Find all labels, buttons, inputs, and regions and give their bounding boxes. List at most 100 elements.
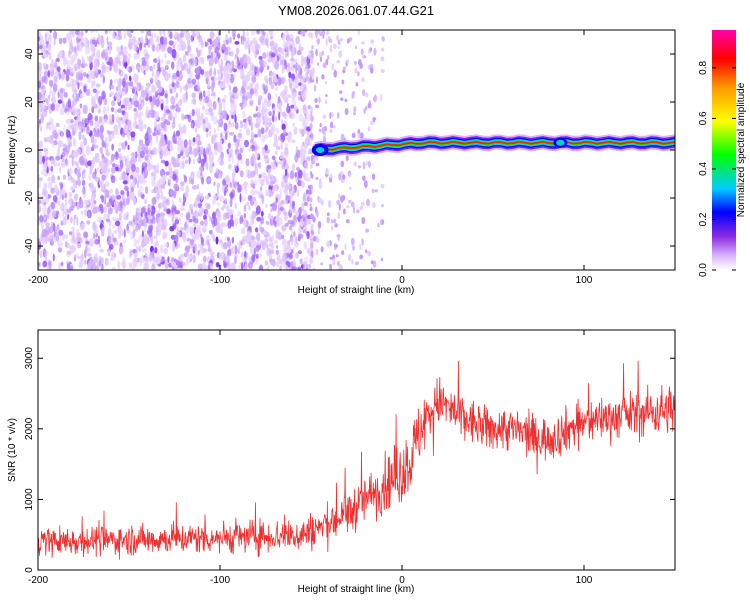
noise-blob	[121, 142, 125, 150]
noise-blob	[265, 204, 268, 208]
noise-blob	[136, 210, 142, 219]
noise-blob	[55, 58, 60, 62]
noise-blob	[283, 245, 287, 253]
noise-blob	[46, 136, 51, 141]
noise-blob	[160, 103, 164, 111]
noise-blob	[64, 107, 68, 113]
snr-frame	[37, 329, 676, 571]
noise-blob	[160, 212, 165, 217]
noise-blob	[302, 94, 307, 99]
noise-blob	[217, 110, 223, 117]
noise-blob	[363, 180, 368, 189]
noise-blob	[143, 43, 147, 48]
noise-blob	[161, 117, 166, 122]
noise-blob	[226, 204, 230, 211]
noise-blob	[234, 122, 239, 130]
noise-blob	[221, 179, 227, 186]
noise-blob	[185, 212, 191, 220]
noise-blob	[187, 257, 191, 264]
spectrogram-x-tick-label: -100	[210, 275, 230, 286]
noise-blob	[254, 122, 260, 129]
noise-blob	[211, 233, 216, 239]
noise-blob	[227, 237, 230, 241]
noise-blob	[257, 193, 261, 199]
noise-blob	[187, 44, 192, 53]
noise-blob	[353, 106, 357, 113]
noise-blob	[86, 220, 91, 225]
noise-blob	[306, 156, 311, 162]
noise-blob	[239, 120, 243, 126]
noise-blob	[137, 189, 141, 198]
noise-blob	[279, 155, 284, 160]
noise-blob	[338, 202, 341, 211]
spectrogram-x-tick-label: -200	[28, 275, 48, 286]
noise-blob	[291, 200, 294, 210]
noise-blob	[246, 158, 250, 165]
noise-blob	[78, 131, 82, 141]
noise-blob	[94, 115, 99, 122]
noise-blob	[282, 238, 287, 246]
noise-blob	[83, 137, 88, 146]
noise-blob	[262, 242, 268, 247]
noise-blob	[284, 52, 287, 58]
noise-blob	[54, 132, 59, 140]
noise-blob	[322, 114, 327, 119]
noise-blob	[295, 82, 299, 89]
noise-blob	[341, 250, 345, 255]
noise-blob	[213, 76, 218, 81]
noise-blob	[185, 185, 190, 195]
noise-blob	[68, 167, 73, 175]
noise-blob	[309, 203, 312, 207]
noise-blob	[210, 76, 215, 81]
noise-blob	[108, 207, 113, 215]
noise-blob	[271, 163, 277, 171]
noise-blob	[94, 64, 99, 73]
noise-blob	[185, 50, 189, 56]
noise-blob	[47, 194, 52, 199]
noise-blob	[208, 57, 214, 67]
noise-blob	[275, 87, 279, 91]
noise-blob	[204, 153, 207, 163]
noise-blob	[84, 30, 89, 34]
noise-blob	[199, 247, 205, 254]
noise-blob	[242, 146, 245, 152]
noise-blob	[207, 177, 211, 182]
noise-blob	[138, 139, 144, 146]
noise-blob	[270, 85, 275, 90]
noise-blob	[250, 156, 254, 166]
noise-blob	[100, 51, 106, 59]
noise-blob	[232, 86, 238, 94]
noise-blob	[110, 256, 115, 262]
noise-blob	[294, 172, 298, 178]
noise-blob	[110, 253, 115, 258]
noise-blob	[45, 160, 48, 169]
noise-blob	[42, 97, 46, 101]
noise-blob	[344, 108, 349, 115]
noise-blob	[38, 238, 41, 248]
noise-blob	[92, 143, 96, 150]
noise-blob	[106, 61, 112, 66]
noise-blob	[61, 159, 66, 168]
noise-blob	[208, 111, 214, 116]
noise-blob	[42, 205, 47, 215]
noise-blob	[171, 122, 176, 129]
noise-blob	[282, 128, 287, 137]
noise-blob	[257, 112, 262, 119]
noise-blob	[297, 236, 301, 242]
noise-blob	[209, 31, 215, 40]
snr-y-tick-label: 2000	[24, 417, 35, 440]
noise-blob	[220, 263, 223, 270]
noise-blob	[151, 206, 156, 215]
noise-blob	[251, 183, 255, 188]
noise-blob	[126, 190, 130, 197]
noise-blob	[68, 191, 73, 198]
noise-blob	[76, 232, 82, 240]
noise-blob	[124, 186, 129, 191]
noise-blob	[352, 245, 355, 251]
noise-blob	[245, 91, 250, 100]
noise-blob	[228, 248, 232, 256]
noise-blob	[229, 191, 235, 199]
noise-blob	[95, 176, 100, 182]
noise-blob	[197, 34, 203, 43]
noise-blob	[89, 30, 94, 34]
